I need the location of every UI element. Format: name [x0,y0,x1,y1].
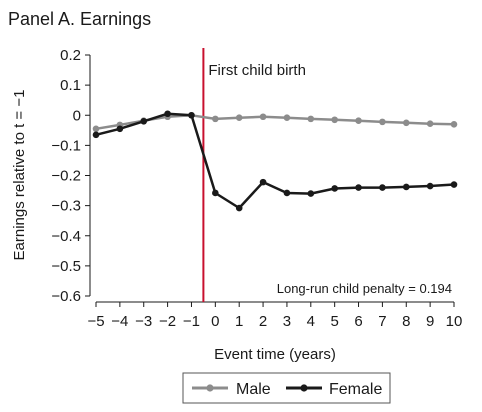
series-male-point [379,118,386,126]
x-tick-label: 10 [446,313,463,330]
series-female-point [212,189,219,197]
series-layer [92,110,458,212]
x-tick-label: 7 [378,313,386,330]
series-male-point [450,120,458,128]
x-tick-label: 2 [259,313,267,330]
x-tick-label: 0 [211,313,219,330]
y-tick-label: −0.2 [51,168,81,185]
series-female-point [188,111,195,119]
x-tick-label: −4 [111,313,128,330]
y-tick-label: −0.5 [51,258,81,275]
x-tick-label: 8 [402,313,410,330]
y-tick-label: 0.2 [60,47,81,64]
series-male-point [92,125,100,133]
event-marker: First child birth [202,48,306,302]
series-female-point [140,117,148,125]
y-axis-title: Earnings relative to t = −1 [11,90,28,261]
series-female-point [402,183,410,191]
event-label: First child birth [208,62,306,79]
series-male-line [95,114,455,131]
y-tick-label: −0.3 [51,198,81,215]
series-female-point [235,204,243,212]
x-tick-label: 4 [307,313,315,330]
series-female-point [92,131,100,139]
x-tick-label: 9 [426,313,434,330]
y-tick-label: 0 [73,107,81,124]
legend-male-marker [206,384,214,392]
x-axis-title: Event time (years) [214,346,336,363]
x-tick-label: 1 [235,313,243,330]
series-female-point [426,182,434,190]
series-female-point [379,184,386,191]
y-tick-label: −0.4 [51,228,81,245]
series-female-line [95,112,455,210]
y-tick-label: 0.1 [60,77,81,94]
y-tick-label: −0.6 [51,288,81,305]
legend-female-marker [300,384,308,392]
series-female-point [450,181,458,188]
y-tick-label: −0.1 [51,137,81,154]
series-male-point [283,114,291,121]
series-female-point [164,110,171,118]
series-male-point [355,117,362,124]
series-female-point [259,178,267,186]
x-tick-label: −1 [183,313,200,330]
series-female-point [355,184,362,191]
series-female-point [307,190,315,197]
series-male-point [331,116,338,124]
series-female-point [331,185,338,192]
series-male-point [307,115,315,123]
series-male-point [402,119,410,127]
x-tick-label: 5 [330,313,338,330]
axes: 0.2 0.1 0 −0.1 −0.2 −0.3 −0.4 −0.5 −0.6 −5 −4 −3 −2−… [51,47,462,330]
legend-male-label: Male [236,381,271,398]
series-male-point [259,113,267,121]
series-male-point [426,120,434,127]
penalty-annotation: Long-run child penalty = 0.194 [277,281,452,296]
series-male-point [235,114,243,121]
x-tick-label: −2 [159,313,176,330]
x-tick-label: 6 [354,313,362,330]
series-female-point [283,189,291,197]
x-tick-label: −5 [87,313,104,330]
panel-title: Panel A. Earnings [8,9,151,29]
legend-female-label: Female [329,381,382,398]
x-tick-label: −3 [135,313,152,330]
series-female-point [116,125,124,133]
series-male-point [212,115,219,123]
x-tick-label: 3 [283,313,291,330]
legend: Male Female [182,372,391,404]
